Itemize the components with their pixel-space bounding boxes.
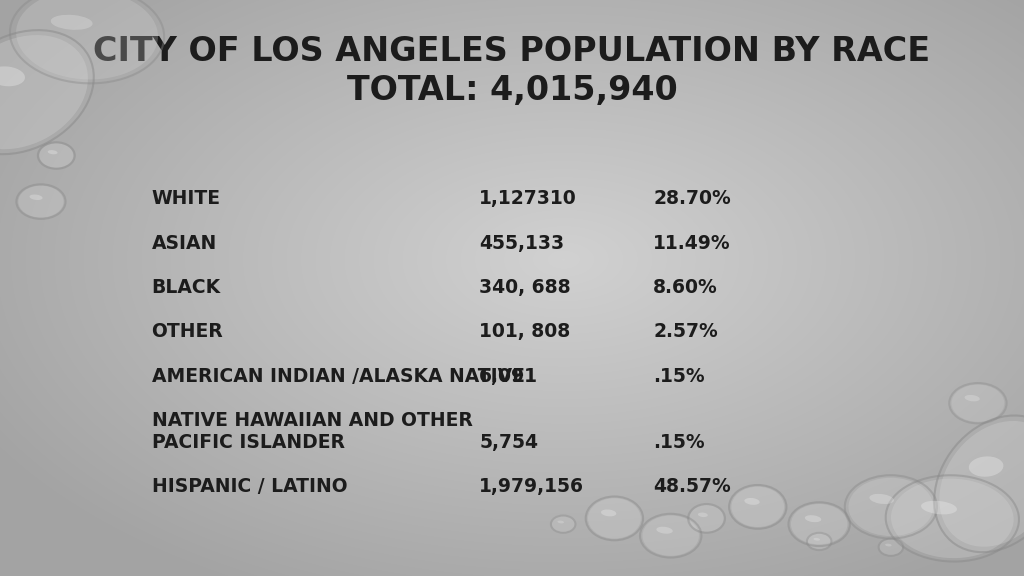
Text: 1,979,156: 1,979,156	[479, 478, 585, 496]
Text: 455,133: 455,133	[479, 234, 564, 252]
Text: .15%: .15%	[653, 433, 705, 452]
Text: PACIFIC ISLANDER: PACIFIC ISLANDER	[152, 433, 344, 452]
Text: 6,091: 6,091	[479, 367, 539, 385]
Text: NATIVE HAWAIIAN AND OTHER: NATIVE HAWAIIAN AND OTHER	[152, 411, 472, 430]
Text: .15%: .15%	[653, 367, 705, 385]
Text: 2.57%: 2.57%	[653, 323, 718, 341]
Text: 1,127310: 1,127310	[479, 190, 577, 208]
Text: OTHER: OTHER	[152, 323, 223, 341]
Text: BLACK: BLACK	[152, 278, 221, 297]
Text: HISPANIC / LATINO: HISPANIC / LATINO	[152, 478, 347, 496]
Text: WHITE: WHITE	[152, 190, 220, 208]
Text: 28.70%: 28.70%	[653, 190, 731, 208]
Text: 340, 688: 340, 688	[479, 278, 570, 297]
Text: 8.60%: 8.60%	[653, 278, 718, 297]
Text: 11.49%: 11.49%	[653, 234, 731, 252]
Text: CITY OF LOS ANGELES POPULATION BY RACE
TOTAL: 4,015,940: CITY OF LOS ANGELES POPULATION BY RACE T…	[93, 35, 931, 107]
Text: AMERICAN INDIAN /ALASKA NATIVE: AMERICAN INDIAN /ALASKA NATIVE	[152, 367, 524, 385]
Text: 48.57%: 48.57%	[653, 478, 731, 496]
Text: 5,754: 5,754	[479, 433, 539, 452]
Text: 101, 808: 101, 808	[479, 323, 570, 341]
Text: ASIAN: ASIAN	[152, 234, 217, 252]
